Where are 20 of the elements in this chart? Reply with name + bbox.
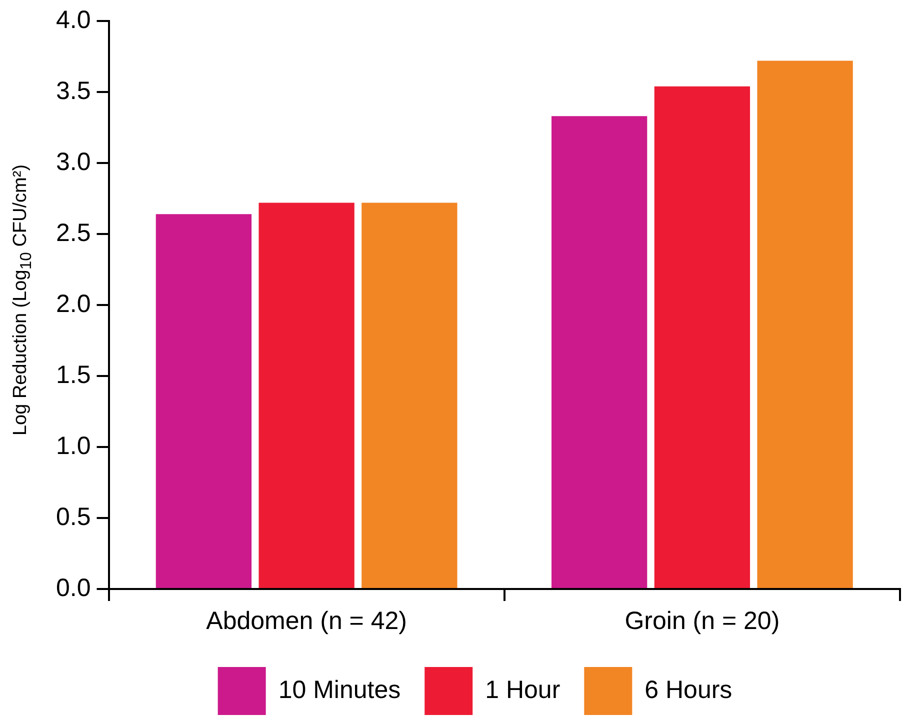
y-tick-label: 2.5 [56, 218, 91, 247]
y-tick-label: 1.0 [56, 432, 91, 460]
y-tick-label: 3.5 [56, 76, 91, 105]
legend-label: 6 Hours [644, 676, 732, 704]
legend-label: 10 Minutes [278, 676, 401, 704]
y-tick-label: 2.0 [56, 290, 91, 318]
bar [156, 214, 252, 588]
legend-label: 1 Hour [485, 676, 560, 704]
x-tick-label: Groin (n = 20) [624, 606, 780, 635]
y-tick-label: 4.0 [56, 6, 91, 34]
bar [757, 60, 853, 588]
bar [362, 202, 458, 588]
y-tick-label: 3.0 [56, 148, 91, 176]
bar [654, 86, 750, 588]
bar [551, 116, 648, 588]
y-tick-label: 1.5 [56, 360, 91, 389]
bar [258, 202, 354, 588]
y-tick-label: 0.5 [56, 502, 91, 531]
y-tick-label: 0.0 [56, 574, 91, 602]
x-tick-label: Abdomen (n = 42) [206, 606, 407, 635]
